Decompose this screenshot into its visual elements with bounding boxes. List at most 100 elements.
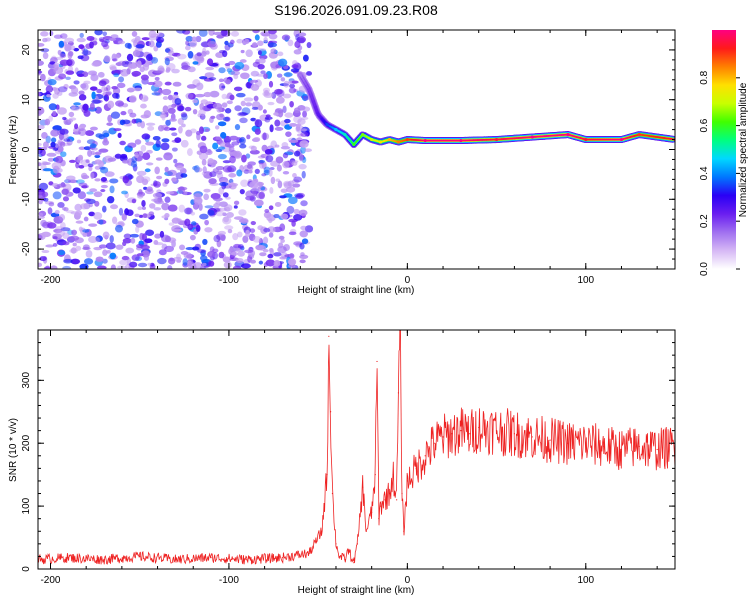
noise-speckle <box>137 194 144 199</box>
noise-speckle <box>57 145 64 153</box>
noise-speckle <box>225 79 231 85</box>
noise-speckle <box>122 176 130 184</box>
noise-speckle <box>286 205 295 214</box>
noise-speckle <box>276 96 285 104</box>
noise-speckle <box>267 226 276 233</box>
noise-speckle <box>59 59 70 66</box>
noise-speckle <box>77 191 87 200</box>
noise-speckle <box>173 158 178 164</box>
noise-speckle <box>280 213 289 220</box>
noise-speckle <box>42 168 53 172</box>
noise-speckle <box>78 164 85 169</box>
noise-speckle <box>63 133 69 140</box>
noise-speckle <box>208 76 217 81</box>
y-tick-label: 20 <box>21 44 32 56</box>
noise-speckle <box>49 61 56 65</box>
noise-speckle <box>218 251 225 259</box>
noise-speckle <box>143 255 150 261</box>
noise-speckle <box>299 128 308 132</box>
noise-speckle <box>109 235 114 243</box>
snr-point <box>495 430 498 432</box>
noise-speckle <box>220 30 228 37</box>
noise-speckle <box>283 181 292 189</box>
noise-speckle <box>274 119 281 127</box>
noise-speckle <box>287 39 294 47</box>
noise-speckle <box>181 123 186 128</box>
ridge-segment <box>312 99 317 108</box>
noise-speckle <box>59 128 69 135</box>
noise-speckle <box>275 108 284 114</box>
noise-speckle <box>127 174 134 180</box>
noise-speckle <box>171 228 182 232</box>
noise-speckle <box>298 209 308 216</box>
noise-speckle <box>102 130 110 138</box>
noise-speckle <box>164 245 174 253</box>
noise-speckle <box>222 50 228 58</box>
noise-speckle <box>136 175 145 184</box>
noise-speckle <box>123 233 132 239</box>
noise-speckle <box>113 73 120 78</box>
noise-speckle <box>233 247 242 252</box>
noise-speckle <box>89 86 98 91</box>
noise-speckle <box>53 66 64 75</box>
noise-speckle <box>169 118 177 122</box>
noise-speckle <box>131 31 138 37</box>
noise-speckle <box>277 58 288 67</box>
noise-speckle <box>267 253 274 259</box>
noise-speckle <box>191 246 200 251</box>
noise-speckle <box>164 196 171 203</box>
noise-speckle <box>199 103 204 111</box>
noise-speckle <box>203 193 210 201</box>
noise-speckle <box>58 40 65 48</box>
noise-speckle <box>146 186 153 192</box>
noise-speckle <box>106 84 111 92</box>
colorbar-tick-label: 0.8 <box>699 70 710 84</box>
noise-speckle <box>42 161 51 166</box>
noise-speckle <box>154 200 165 205</box>
noise-speckle <box>249 80 254 84</box>
noise-speckle <box>71 86 79 95</box>
noise-speckle <box>122 159 130 164</box>
noise-speckle <box>165 119 171 126</box>
noise-speckle <box>273 112 279 116</box>
noise-speckle <box>119 259 128 266</box>
noise-speckle <box>176 30 186 34</box>
noise-speckle <box>223 204 233 212</box>
noise-speckle <box>49 30 54 36</box>
ridge-point <box>387 137 392 142</box>
noise-speckle <box>65 175 76 181</box>
noise-speckle <box>218 83 226 91</box>
ridge-point <box>396 140 401 144</box>
snr-point <box>103 558 105 561</box>
noise-speckle <box>280 251 288 259</box>
noise-speckle <box>195 224 201 232</box>
ridge-segment <box>314 105 319 114</box>
noise-speckle <box>131 156 138 163</box>
noise-speckle <box>268 33 278 40</box>
noise-speckle <box>95 256 104 262</box>
noise-speckle <box>47 222 57 229</box>
snr-x-axis-label: Height of straight line (km) <box>298 585 415 596</box>
noise-speckle <box>262 236 269 244</box>
noise-speckle <box>184 45 191 51</box>
noise-speckle <box>94 165 101 170</box>
noise-speckle <box>297 32 307 37</box>
noise-speckle <box>223 216 229 223</box>
noise-speckle <box>98 244 108 249</box>
noise-speckle <box>66 210 75 214</box>
noise-speckle <box>41 249 50 254</box>
noise-speckle <box>164 178 170 185</box>
snr-point <box>603 445 605 447</box>
noise-speckle <box>215 52 224 59</box>
noise-speckle <box>102 205 107 213</box>
ridge-point <box>298 73 302 77</box>
noise-speckle <box>125 247 135 254</box>
noise-speckle <box>87 163 94 168</box>
noise-speckle <box>39 73 46 82</box>
ridge-point <box>316 113 320 117</box>
noise-speckle <box>277 51 284 57</box>
noise-speckle <box>180 112 188 118</box>
noise-speckle <box>52 236 58 240</box>
noise-speckle <box>184 106 192 112</box>
